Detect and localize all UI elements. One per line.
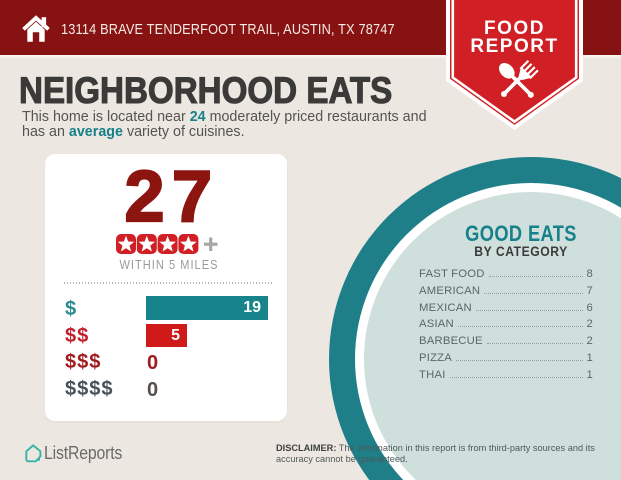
svg-text:FOOD: FOOD [484,18,545,39]
svg-text:REPORT: REPORT [470,36,558,57]
